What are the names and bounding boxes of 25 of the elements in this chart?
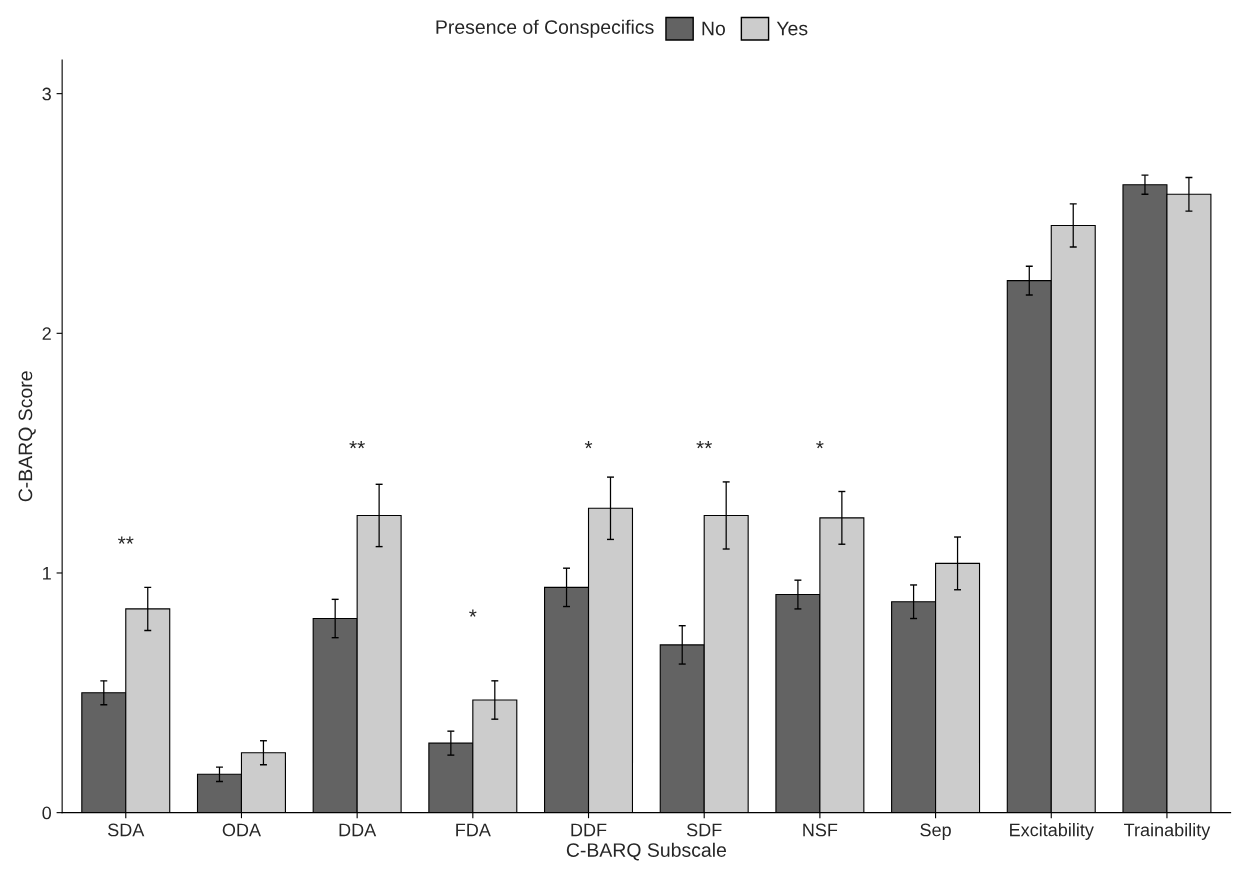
x-axis-title: C-BARQ Subscale	[566, 842, 726, 861]
x-tick-label: Sep	[920, 823, 951, 840]
y-tick-label: 1	[43, 567, 51, 580]
x-tick-label: SDF	[686, 823, 722, 837]
x-tick-label: DDA	[339, 823, 377, 837]
x-tick-label: FDA	[456, 823, 491, 837]
y-tick-label: 2	[42, 327, 51, 340]
annotation: **	[696, 440, 712, 449]
y-axis-title: C-BARQ Score	[18, 371, 36, 502]
x-tick-label: Trainability	[1124, 823, 1211, 840]
x-tick-label: ODA	[222, 823, 261, 837]
x-tick-label: DDF	[571, 823, 607, 837]
annotation: **	[118, 536, 134, 544]
annotation: **	[349, 440, 365, 449]
y-tick-label: 0	[42, 806, 52, 820]
x-tick-label: Excitability	[1010, 823, 1094, 840]
legend-label: No	[702, 21, 725, 36]
legend-label: Yes	[776, 21, 808, 36]
legend-title: Presence of Conspecifics	[436, 19, 654, 38]
annotation: *	[469, 609, 477, 617]
x-tick-label: SDA	[108, 823, 145, 837]
annotation: *	[584, 440, 593, 449]
y-tick-label: 3	[42, 87, 51, 101]
x-tick-label: NSF	[803, 823, 838, 837]
annotation: *	[816, 440, 824, 449]
